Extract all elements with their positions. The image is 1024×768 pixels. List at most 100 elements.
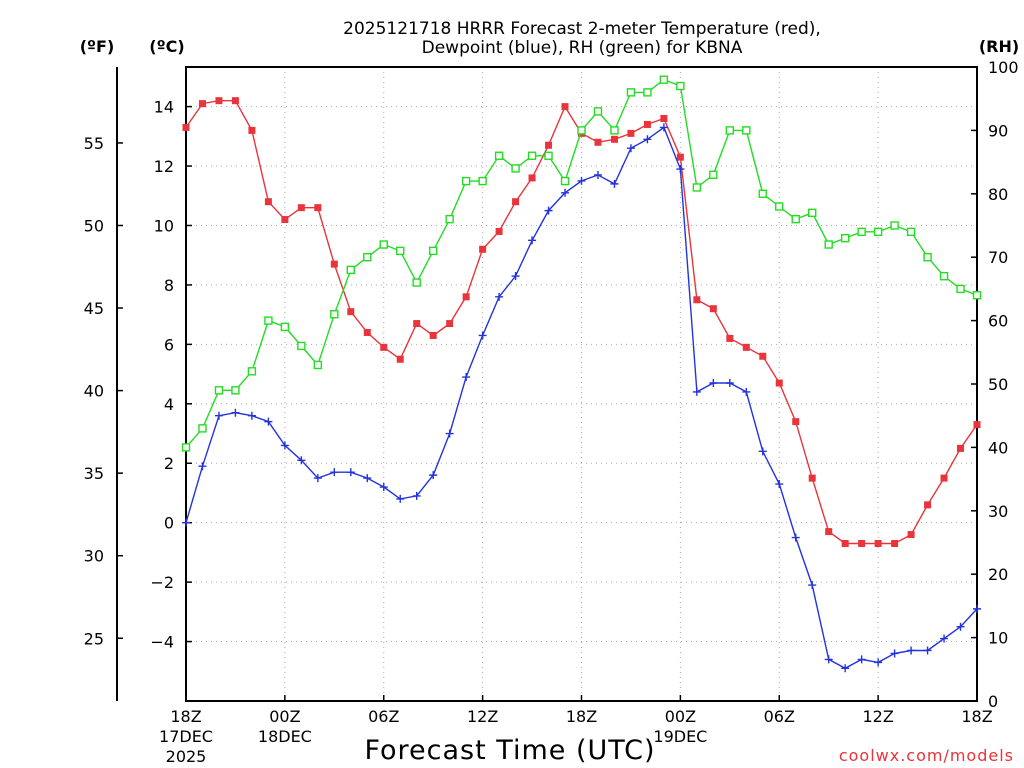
rh-point [445,214,454,224]
temperature-point [726,334,734,342]
celsius-tick-label: 8 [164,276,174,295]
temperature-point [215,97,223,105]
rh-point [725,126,735,135]
unit-label-rh: (RH) [979,37,1019,56]
rh-point [857,227,866,237]
dewpoint-point [775,480,784,489]
dewpoint-point [396,494,405,503]
celsius-tick-label: 4 [164,395,174,414]
dewpoint-point [297,456,306,465]
rh-point [791,214,800,224]
x-tick-label: 00Z [665,707,696,726]
dewpoint-point [692,387,701,396]
dewpoint-point [462,373,471,382]
dewpoint-point [544,206,553,215]
temperature-point [742,343,750,351]
temperature-point [775,379,783,387]
celsius-tick-label: −2 [150,573,174,592]
rh-point [313,360,323,370]
fahrenheit-tick-label: 55 [84,134,104,153]
celsius-tick-label: −4 [150,633,174,652]
temperature-point [347,308,355,316]
rh-point [906,227,916,237]
temperature-point [512,198,520,206]
data-series [181,75,982,673]
rh-point [478,176,487,186]
celsius-tick-label: 6 [164,335,174,354]
dewpoint-point [478,331,487,340]
dewpoint-point [214,411,223,420]
rh-tick-label: 10 [988,629,1008,648]
dewpoint-point [247,411,256,420]
temperature-point [561,103,569,111]
celsius-tick-label: 0 [164,514,174,533]
rh-point [956,284,965,294]
temperature-point [874,539,882,547]
rh-tick-label: 20 [988,565,1008,584]
x-tick-year-label: 2025 [166,747,207,766]
x-tick-date-label: 19DEC [653,727,707,746]
temperature-point [479,245,487,253]
tick-labels: −4 −2 0 2 4 6 8 10 12 14 25 30 35 40 45 50 55 0 10 20 30 40 50… [84,58,1019,766]
temperature-point [693,296,701,304]
dewpoint-point [841,664,850,673]
dewpoint-point [429,471,438,480]
unit-label-fahrenheit: (ºF) [80,37,115,56]
dewpoint-point [379,483,388,492]
celsius-tick-label: 14 [154,98,174,117]
rh-point [890,221,899,230]
temperature-point [198,100,206,108]
temperature-point [528,174,536,182]
temperature-point [891,539,899,547]
dewpoint-point [907,646,916,655]
dewpoint-point [363,474,372,483]
temperature-point [396,355,404,363]
dewpoint-point [676,165,685,174]
celsius-tick-label: 12 [154,157,174,176]
x-tick-label: 12Z [862,707,893,726]
rh-point [758,189,767,199]
rh-point [297,341,306,351]
rh-tick-label: 90 [988,121,1008,140]
fahrenheit-tick-label: 25 [84,629,104,648]
rh-point [494,151,504,160]
temperature-point [363,328,371,336]
dewpoint-point [198,462,207,471]
temperature-point [264,198,272,206]
dewpoint-point [874,658,883,667]
temperature-point [858,539,866,547]
x-tick-date-label: 17DEC [159,727,213,746]
rh-point [428,246,438,256]
rh-tick-label: 60 [988,312,1008,331]
rh-point [264,316,273,325]
x-tick-label: 18Z [170,707,201,726]
rh-tick-label: 0 [988,692,998,711]
rh-point [939,272,949,281]
temperature-point [182,123,190,131]
temperature-point [709,305,717,313]
chart-title-line1: 2025121718 HRRR Forecast 2-meter Tempera… [343,19,821,39]
rh-point [626,88,636,97]
dewpoint-point [659,123,668,132]
rh-point [643,88,652,97]
temperature-point [248,126,256,134]
temperature-point [825,528,833,536]
temperature-point [759,352,767,360]
rh-point [824,240,833,249]
dewpoint-point [824,655,833,664]
rh-point [560,176,570,186]
credit-text: coolwx.com/models [839,746,1014,765]
dewpoint-point [923,646,932,655]
temperature-point [462,293,470,301]
temperature-point [281,216,289,224]
rh-point [412,278,421,287]
x-tick-label: 06Z [764,707,795,726]
dewpoint-point [808,581,817,590]
dewpoint-point [742,387,751,396]
rh-point [363,252,372,262]
dewpoint-point [528,236,537,245]
dewpoint-point [280,441,289,450]
rh-point [709,170,718,179]
dewpoint-point [577,176,586,185]
